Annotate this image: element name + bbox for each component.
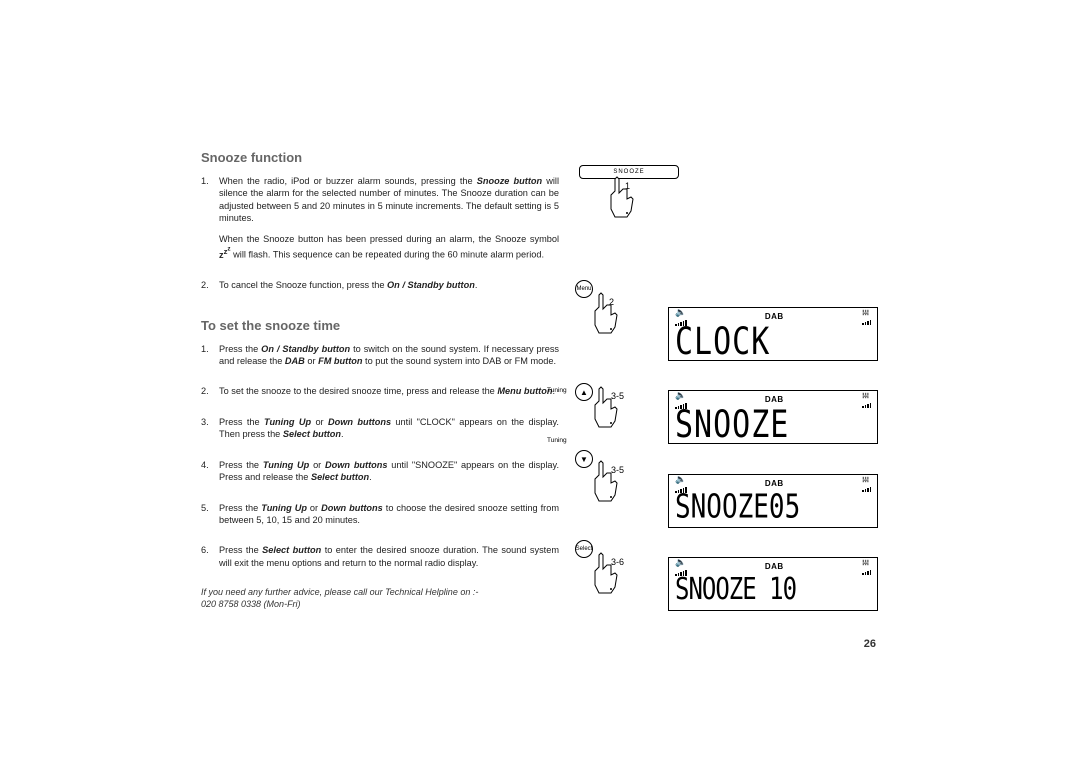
mode-label: DAB bbox=[765, 562, 784, 571]
step-number: 3-5 bbox=[611, 391, 624, 401]
antenna-icon: 𝍐 bbox=[862, 391, 871, 408]
tuning-label: Tuning bbox=[547, 437, 567, 444]
mode-label: DAB bbox=[765, 479, 784, 488]
section1-list: 1. When the radio, iPod or buzzer alarm … bbox=[201, 175, 559, 300]
antenna-icon: 𝍐 bbox=[862, 308, 871, 325]
text-column: Snooze function 1. When the radio, iPod … bbox=[201, 150, 559, 609]
lcd-display: 🔈 DAB 𝍐 SNOOZE bbox=[668, 390, 878, 444]
manual-page: Snooze function 1. When the radio, iPod … bbox=[0, 0, 1080, 763]
footer-telephone: 020 8758 0338 (Mon-Fri) bbox=[201, 599, 559, 609]
list-item: 4.Press the Tuning Up or Down buttons un… bbox=[201, 459, 559, 492]
step-number: 2 bbox=[609, 297, 614, 307]
lcd-display: 🔈 DAB 𝍐 SNOOZE 10 bbox=[668, 557, 878, 611]
antenna-icon: 𝍐 bbox=[862, 475, 871, 492]
list-item: 1. When the radio, iPod or buzzer alarm … bbox=[201, 175, 559, 269]
step-number: 3-5 bbox=[611, 465, 624, 475]
mode-label: DAB bbox=[765, 395, 784, 404]
hand-icon: 2 bbox=[589, 291, 625, 337]
lcd-text: SNOOZE 10 bbox=[675, 574, 871, 604]
list-item: 6.Press the Select button to enter the d… bbox=[201, 544, 559, 577]
mode-label: DAB bbox=[765, 312, 784, 321]
lcd-display: 🔈 DAB 𝍐 CLOCK bbox=[668, 307, 878, 361]
hand-icon: 3-6 bbox=[589, 551, 625, 597]
list-item: 5.Press the Tuning Up or Down buttons to… bbox=[201, 502, 559, 535]
tuning-label: Tuning bbox=[547, 387, 567, 394]
step-number: 1 bbox=[625, 181, 630, 191]
hand-icon: 3-5 bbox=[589, 459, 625, 505]
section2-list: 1.Press the On / Standby button to switc… bbox=[201, 343, 559, 578]
list-item: 2. To cancel the Snooze function, press … bbox=[201, 279, 559, 299]
lcd-display: 🔈 DAB 𝍐 SNOOZE05 bbox=[668, 474, 878, 528]
list-item: 2.To set the snooze to the desired snooz… bbox=[201, 385, 559, 405]
lcd-text: SNOOZE bbox=[675, 407, 871, 445]
lcd-text: CLOCK bbox=[675, 324, 871, 362]
list-item: 1.Press the On / Standby button to switc… bbox=[201, 343, 559, 376]
list-item: 3.Press the Tuning Up or Down buttons un… bbox=[201, 416, 559, 449]
lcd-text: SNOOZE05 bbox=[675, 491, 871, 524]
heading-snooze-function: Snooze function bbox=[201, 150, 559, 165]
hand-icon: 3-5 bbox=[589, 385, 625, 431]
step-number: 3-6 bbox=[611, 557, 624, 567]
heading-set-snooze-time: To set the snooze time bbox=[201, 318, 559, 333]
antenna-icon: 𝍐 bbox=[862, 558, 871, 575]
footer-help-text: If you need any further advice, please c… bbox=[201, 587, 559, 597]
hand-icon: 1 bbox=[605, 175, 641, 221]
page-number: 26 bbox=[864, 638, 876, 650]
